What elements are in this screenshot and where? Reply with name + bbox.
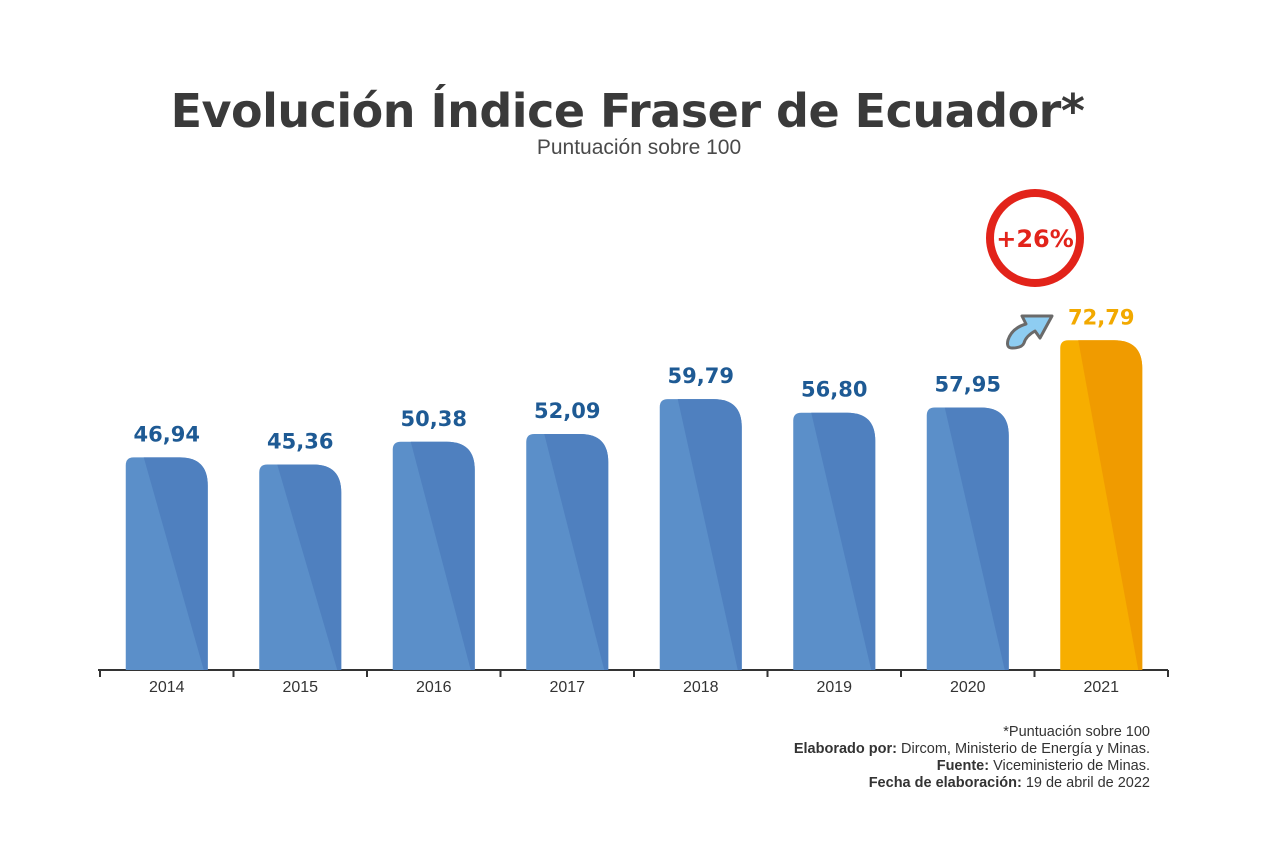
footer-elaborated: Elaborado por: Dircom, Ministerio de Ene… xyxy=(794,741,1150,758)
bar-shade-2014 xyxy=(143,457,208,670)
value-label-2020: 57,95 xyxy=(935,372,1001,396)
bar-shade-2021 xyxy=(1078,340,1143,670)
value-label-2018: 59,79 xyxy=(668,364,734,388)
footer-elaborated-value: Dircom, Ministerio de Energía y Minas. xyxy=(896,741,1150,757)
bar-shade-2017 xyxy=(544,434,609,670)
category-label-2019: 2019 xyxy=(816,679,852,696)
footer-date: Fecha de elaboración: 19 de abril de 202… xyxy=(794,775,1150,792)
chart-subtitle: Puntuación sobre 100 xyxy=(536,136,742,159)
value-label-2016: 50,38 xyxy=(401,407,467,431)
annotation-ring xyxy=(986,189,1084,287)
chart-footer: *Puntuación sobre 100 Elaborado por: Dir… xyxy=(794,724,1150,792)
category-label-2014: 2014 xyxy=(149,679,185,696)
footer-date-label: Fecha de elaboración: xyxy=(868,775,1022,791)
footer-note: *Puntuación sobre 100 xyxy=(1003,724,1150,740)
bar-shade-2019 xyxy=(811,412,876,670)
annotation-label: +26% xyxy=(996,225,1074,253)
footer-source-value: Viceministerio de Minas. xyxy=(989,758,1150,774)
value-label-2017: 52,09 xyxy=(534,399,600,423)
footer-source: Fuente: Viceministerio de Minas. xyxy=(794,758,1150,775)
category-label-2016: 2016 xyxy=(416,679,452,696)
value-label-2014: 46,94 xyxy=(134,422,200,446)
footer-elaborated-label: Elaborado por: xyxy=(793,741,897,757)
category-label-2021: 2021 xyxy=(1083,679,1119,696)
bar-shade-2015 xyxy=(277,464,342,670)
category-label-2017: 2017 xyxy=(549,679,585,696)
category-label-2020: 2020 xyxy=(950,679,986,696)
value-label-2021: 72,79 xyxy=(1068,305,1134,329)
category-label-2015: 2015 xyxy=(282,679,318,696)
up-arrow-icon xyxy=(1006,314,1054,350)
bar-shade-2016 xyxy=(410,441,475,670)
value-label-2015: 45,36 xyxy=(267,430,333,454)
footer-date-value: 19 de abril de 2022 xyxy=(1021,775,1150,791)
chart-title: Evolución Índice Fraser de Ecuador* xyxy=(170,84,1085,138)
category-label-2018: 2018 xyxy=(683,679,719,696)
bar-shade-2020 xyxy=(944,407,1009,670)
bar-shade-2018 xyxy=(677,399,742,670)
value-label-2019: 56,80 xyxy=(801,378,867,402)
footer-source-label: Fuente: xyxy=(936,758,990,774)
